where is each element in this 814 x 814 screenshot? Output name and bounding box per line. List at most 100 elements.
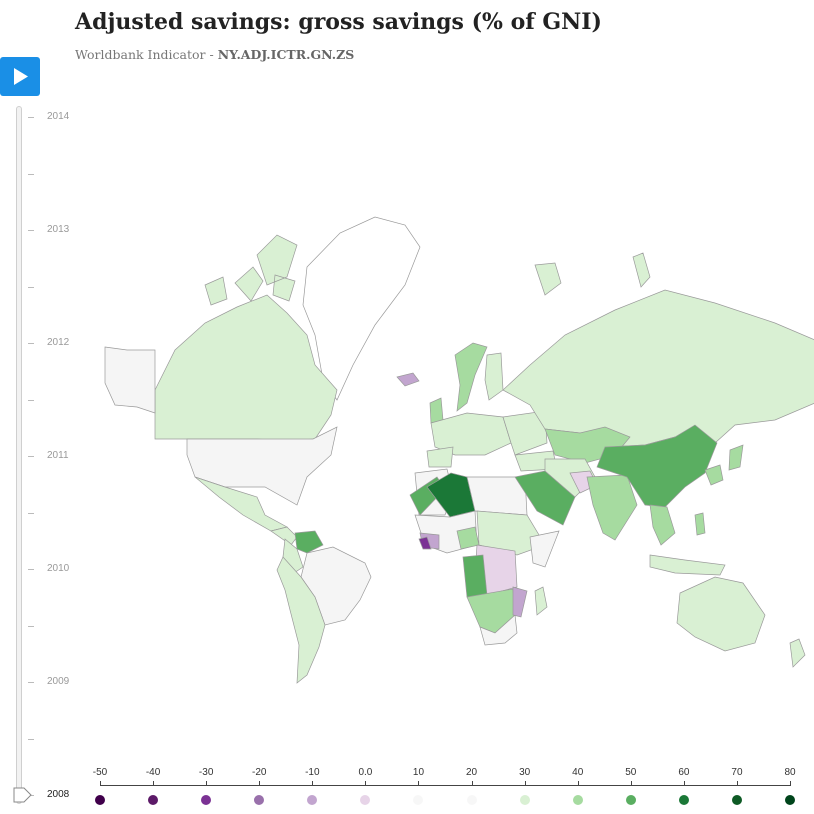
legend-swatch [519, 795, 530, 805]
timeline-tick [28, 569, 34, 570]
legend-label: 0.0 [358, 767, 373, 778]
legend-swatch [466, 795, 477, 805]
legend-label: 60 [678, 767, 690, 778]
timeline-year-label: 2008 [47, 789, 70, 800]
country-southeast-asia[interactable] [649, 504, 676, 546]
country-congo[interactable] [462, 554, 488, 598]
legend-tick [630, 781, 632, 786]
country-scandinavia[interactable] [454, 342, 488, 412]
timeline-year-label: 2009 [47, 676, 70, 687]
country-iceland[interactable] [396, 372, 420, 387]
country-indonesia[interactable] [649, 554, 726, 576]
country-russia-islands[interactable] [534, 252, 651, 296]
country-central-america[interactable] [270, 526, 298, 546]
country-libya-egypt[interactable] [466, 476, 528, 516]
country-russia[interactable] [502, 289, 814, 448]
country-canada-islands[interactable] [204, 234, 298, 306]
country-horn[interactable] [529, 530, 560, 568]
legend-label: 70 [731, 767, 743, 778]
country-south-africa[interactable] [479, 614, 518, 646]
timeline-tick [28, 682, 34, 683]
timeline-year-label: 2011 [47, 450, 69, 461]
legend-swatch [413, 795, 424, 805]
timeline-tick [28, 230, 34, 231]
legend-tick [365, 781, 367, 786]
country-saudi-arabia[interactable] [514, 470, 576, 526]
legend-swatch [731, 795, 742, 805]
timeline-year-label: 2014 [47, 111, 70, 122]
legend-label: 30 [519, 767, 531, 778]
legend-tick [206, 781, 208, 786]
timeline-tick [28, 512, 34, 514]
country-uk[interactable] [429, 397, 444, 424]
country-sudan-ethiopia[interactable] [476, 510, 546, 556]
timeline-tick [28, 399, 34, 401]
legend-tick [790, 781, 792, 786]
country-venezuela-colombia[interactable] [294, 530, 324, 554]
timeline-year-label: 2013 [47, 224, 70, 235]
legend-label: -50 [92, 767, 108, 778]
legend-swatch [201, 795, 212, 805]
page-subtitle: Worldbank Indicator - NY.ADJ.ICTR.GN.ZS [75, 47, 354, 62]
country-peru-chile-arg[interactable] [276, 556, 326, 684]
country-new-zealand[interactable] [789, 638, 806, 668]
play-button[interactable] [0, 57, 40, 96]
country-greenland[interactable] [302, 216, 421, 401]
country-australia[interactable] [676, 576, 766, 652]
indicator-code: NY.ADJ.ICTR.GN.ZS [217, 47, 355, 62]
legend-label: -40 [145, 767, 161, 778]
timeline-tick [28, 343, 34, 344]
legend-swatch [148, 795, 159, 805]
legend-swatch [678, 795, 689, 805]
timeline-year-label: 2010 [47, 563, 70, 574]
legend-tick [312, 781, 314, 786]
legend-tick [683, 781, 685, 786]
legend-swatch [95, 795, 105, 805]
subtitle-prefix: Worldbank Indicator - [75, 47, 218, 62]
country-mozambique[interactable] [512, 586, 528, 618]
legend-label: -30 [198, 767, 214, 778]
legend-swatch [572, 795, 583, 805]
country-china[interactable] [596, 424, 718, 508]
legend-swatch [254, 795, 265, 805]
legend-tick [736, 781, 738, 786]
legend-axis [100, 785, 790, 786]
country-finland[interactable] [484, 352, 504, 401]
legend-label: 40 [572, 767, 584, 778]
country-philippines[interactable] [694, 512, 706, 536]
legend-swatch [785, 795, 796, 805]
legend-tick [259, 781, 261, 786]
legend-label: 10 [412, 767, 425, 778]
legend-label: 80 [784, 767, 796, 778]
country-madagascar[interactable] [534, 586, 548, 616]
timeline-slider-track[interactable] [16, 106, 22, 804]
legend-tick [471, 781, 473, 786]
country-western-europe[interactable] [430, 412, 512, 456]
country-usa[interactable] [186, 426, 338, 506]
page-title: Adjusted savings: gross savings (% of GN… [75, 9, 602, 35]
legend-label: 50 [625, 767, 637, 778]
world-map [104, 216, 814, 684]
play-icon [14, 68, 28, 85]
legend-label: -20 [252, 767, 267, 778]
timeline-tick [28, 456, 34, 457]
legend-label: -10 [305, 767, 320, 778]
legend-swatch [307, 795, 318, 805]
country-india[interactable] [586, 474, 638, 541]
country-iberia[interactable] [426, 446, 454, 468]
legend-tick [577, 781, 579, 786]
country-korea-japan[interactable] [704, 444, 744, 486]
legend-tick [100, 781, 101, 786]
timeline-tick [28, 173, 34, 175]
timeline-slider-handle[interactable] [13, 787, 33, 803]
country-alaska[interactable] [104, 346, 156, 414]
timeline-tick [28, 625, 34, 627]
legend-tick [153, 781, 155, 786]
timeline-tick [28, 117, 34, 118]
country-liberia[interactable] [418, 536, 432, 550]
timeline-tick [28, 738, 34, 740]
country-nigeria[interactable] [456, 526, 480, 550]
legend-tick [524, 781, 526, 786]
legend-label: 20 [465, 767, 478, 778]
legend-tick [418, 781, 420, 786]
